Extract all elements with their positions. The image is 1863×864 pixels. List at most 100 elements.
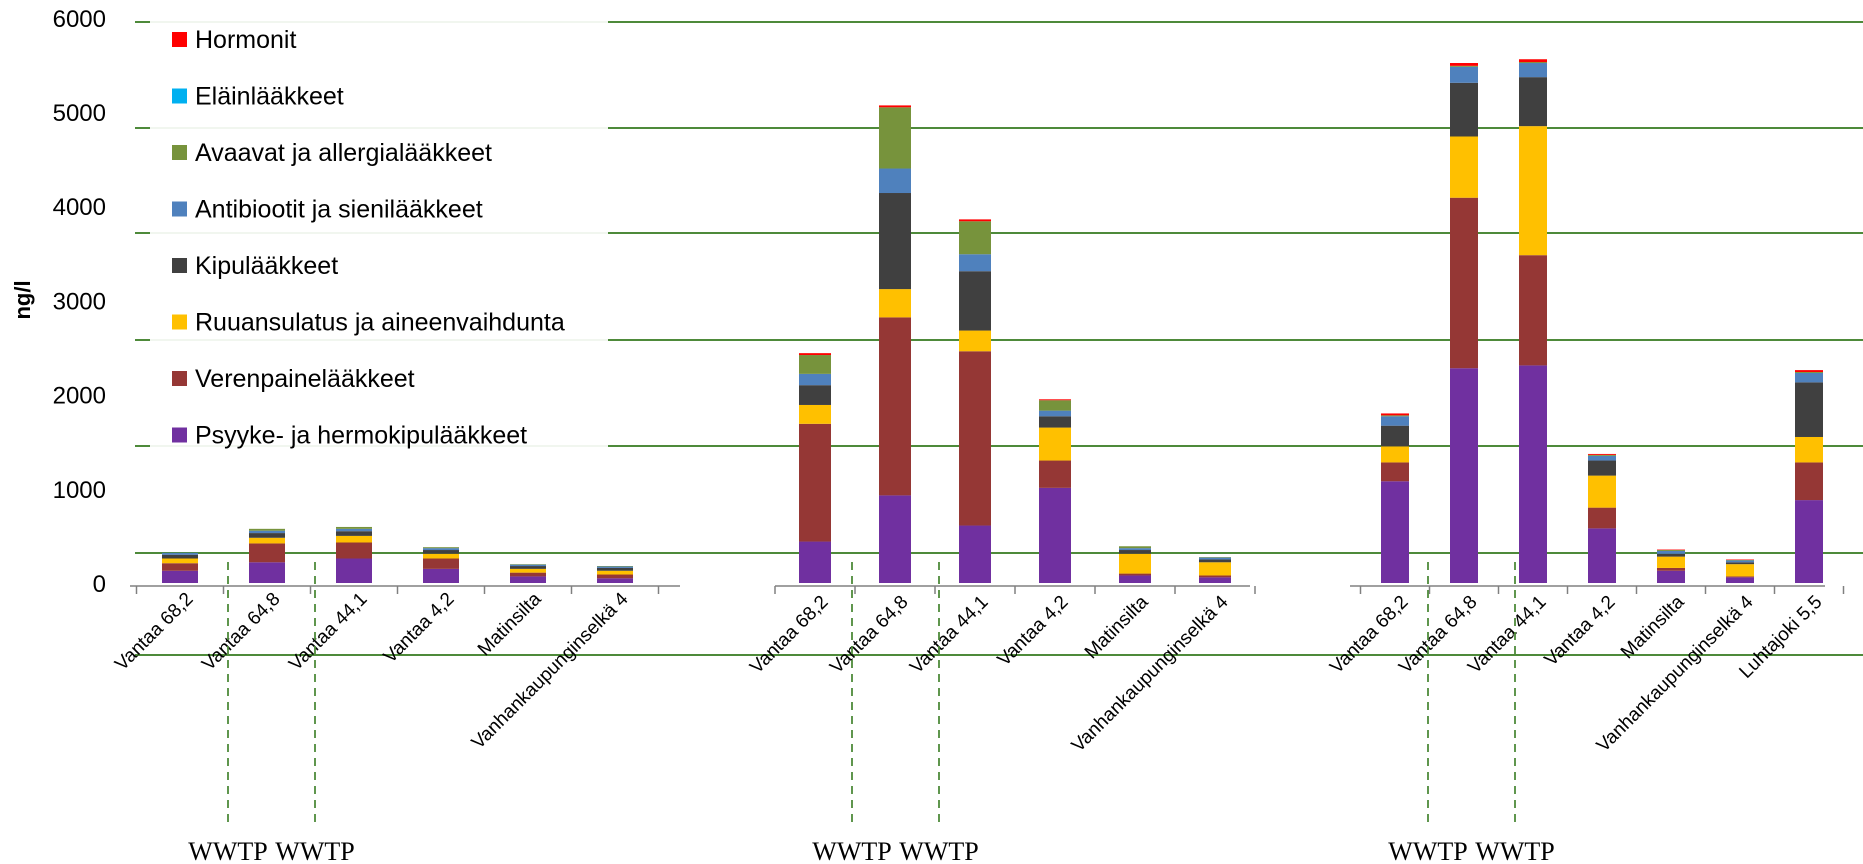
y-tick-label: 2000: [53, 383, 106, 410]
legend-entry-label: Kipulääkkeet: [195, 252, 338, 280]
bar-segment: [1588, 460, 1616, 476]
y-tick-label: 4000: [53, 194, 106, 221]
wwtp-label: WWTP: [1475, 837, 1554, 864]
x-category-label: Vanhankaupunginselkä 4: [1068, 591, 1233, 756]
bar-segment: [959, 330, 991, 352]
bar-segment: [1199, 575, 1231, 578]
bar-segment: [1381, 416, 1409, 426]
bar-segment: [597, 574, 633, 579]
legend-swatch: [172, 145, 187, 160]
bar-segment: [1726, 562, 1754, 565]
bar-segment: [597, 570, 633, 575]
bar-segment: [879, 107, 911, 169]
x-category-label: Vantaa 44,1: [285, 589, 371, 675]
y-tick-label: 0: [93, 571, 106, 598]
y-tick-label: 5000: [53, 100, 106, 127]
bar-segment: [597, 567, 633, 571]
x-category-label: Vantaa 68,2: [746, 592, 832, 678]
bar-segment: [1657, 550, 1685, 554]
bar-segment: [1039, 416, 1071, 428]
bar-segment: [1199, 557, 1231, 560]
bar-segment: [1726, 576, 1754, 578]
bar-segment: [336, 531, 372, 536]
bar-segment: [423, 548, 459, 551]
x-category-label: Vantaa 4,2: [994, 592, 1073, 671]
bar-segment: [1519, 62, 1547, 64]
bar-segment: [249, 533, 285, 538]
bar-segment: [1119, 575, 1151, 583]
bar-segment: [1588, 455, 1616, 461]
bar-segment: [1381, 481, 1409, 583]
bar-segment: [249, 528, 285, 531]
bar-segment: [1119, 548, 1151, 551]
wwtp-label: WWTP: [275, 837, 354, 864]
wwtp-label: WWTP: [899, 837, 978, 864]
bar-segment: [1199, 559, 1231, 563]
bar-segment: [799, 385, 831, 405]
bar-segment: [799, 353, 831, 356]
x-category-label: Vantaa 64,8: [826, 592, 912, 678]
bar-segment: [162, 558, 198, 564]
bar-segment: [1588, 475, 1616, 508]
bar-segment: [1039, 460, 1071, 488]
bar-segment: [1039, 400, 1071, 411]
legend: Hormonit Eläinlääkkeet Avaavat ja allergia…: [150, 14, 608, 456]
legend-entry-label: Eläinlääkkeet: [195, 83, 344, 111]
bar-segment: [1450, 197, 1478, 369]
bar-segment: [1795, 436, 1823, 463]
bar-segment: [1726, 564, 1754, 577]
bar-segment: [799, 355, 831, 374]
bar-segment: [1039, 410, 1071, 417]
bar-segment: [1657, 567, 1685, 571]
bar-segment: [959, 271, 991, 331]
bar-segment: [1657, 550, 1685, 551]
bar-segment: [1519, 77, 1547, 127]
legend-entry-label: Avaavat ja allergialääkkeet: [195, 139, 492, 167]
bar-segment: [510, 566, 546, 569]
legend-entry-label: Psyyke- ja hermokipulääkkeet: [195, 422, 527, 450]
bar-segment: [959, 254, 991, 272]
bar-segment: [799, 423, 831, 542]
wwtp-label: WWTP: [812, 837, 891, 864]
bar-segment: [1726, 560, 1754, 563]
legend-swatch: [172, 32, 187, 47]
bar-segment: [1450, 82, 1478, 137]
bar-segment: [1588, 454, 1616, 456]
bar-segment: [336, 526, 372, 529]
bar-segment: [1588, 507, 1616, 529]
bar-segment: [510, 572, 546, 577]
bar-segment: [959, 221, 991, 255]
bar-segment: [1450, 66, 1478, 83]
bar-segment: [1519, 63, 1547, 78]
bar-segment: [1039, 399, 1071, 401]
bar-segment: [1726, 577, 1754, 583]
bar-segment: [423, 550, 459, 554]
bar-segment: [1381, 415, 1409, 417]
bar-segment: [162, 552, 198, 555]
legend-swatch: [172, 371, 187, 386]
bar-segment: [336, 528, 372, 532]
legend-entry-label: Hormonit: [195, 26, 296, 54]
bar-segment: [879, 495, 911, 583]
bar-segment: [1381, 462, 1409, 482]
y-tick-label: 1000: [53, 477, 106, 504]
bar-segment: [1450, 65, 1478, 67]
x-category-label: Matinsilta: [1081, 591, 1153, 663]
x-axes: [130, 585, 1845, 594]
bar-segment: [959, 219, 991, 222]
bar-segment: [879, 168, 911, 194]
bar-segment: [1450, 63, 1478, 66]
bar-segment: [1657, 556, 1685, 568]
bar-segment: [336, 535, 372, 543]
bar-segment: [597, 566, 633, 568]
bar-segment: [249, 543, 285, 563]
bar-segment: [1039, 487, 1071, 583]
bar-segment: [336, 558, 372, 583]
x-category-label: Vanhankaupunginselkä 4: [468, 588, 633, 753]
bar-segment: [162, 563, 198, 571]
bar-segment: [1519, 365, 1547, 583]
bar-segment: [1450, 136, 1478, 198]
bar-segment: [249, 562, 285, 583]
bar-segment: [336, 542, 372, 559]
